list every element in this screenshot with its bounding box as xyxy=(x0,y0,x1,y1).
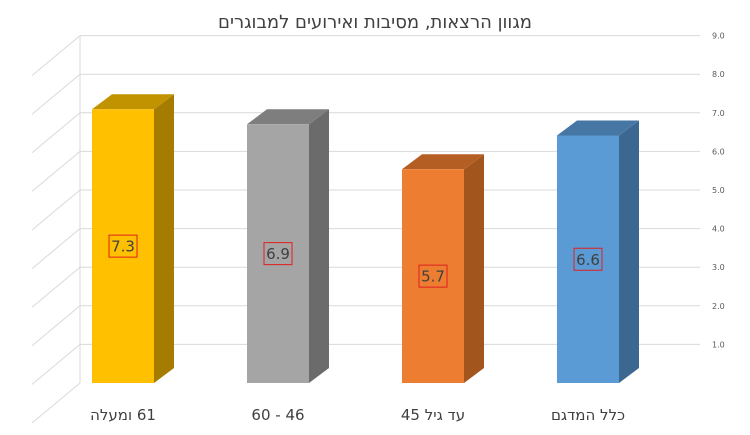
y-tick-label: 3.0 xyxy=(712,263,725,272)
y-tick-label: 5.0 xyxy=(712,186,725,195)
data-label: 7.3 xyxy=(111,238,135,256)
side-gridline xyxy=(31,266,81,308)
side-gridline xyxy=(31,305,81,347)
side-gridline xyxy=(31,228,81,269)
y-tick-label: 1.0 xyxy=(712,340,725,349)
data-label: 5.7 xyxy=(421,268,445,286)
y-tick-label: 7.0 xyxy=(712,109,725,118)
y-tick-label: 4.0 xyxy=(712,225,725,234)
data-label-box xyxy=(573,247,603,271)
side-gridline xyxy=(31,151,81,192)
y-tick-label: 8.0 xyxy=(712,70,725,79)
side-gridline xyxy=(31,189,81,231)
y-tick-label: 9.0 xyxy=(712,32,725,41)
data-label-box xyxy=(108,234,138,258)
bar-side xyxy=(154,94,174,383)
bar xyxy=(92,109,154,383)
bar-side xyxy=(309,109,329,383)
y-tick-label: 6.0 xyxy=(712,147,725,156)
bar-side xyxy=(619,120,639,383)
bar xyxy=(247,124,309,383)
category-label: 61 ומעלה xyxy=(90,406,156,424)
bar-top xyxy=(92,94,174,110)
data-label-box xyxy=(263,242,293,266)
side-gridline xyxy=(31,35,81,76)
bar-top xyxy=(557,120,639,136)
bar-top xyxy=(402,154,484,170)
side-gridline xyxy=(31,382,81,424)
category-label: עד גיל 45 xyxy=(401,406,465,424)
data-label: 6.6 xyxy=(576,251,600,269)
y-tick-label: 2.0 xyxy=(712,302,725,311)
side-gridline xyxy=(31,73,81,115)
bar xyxy=(557,135,619,383)
bar xyxy=(402,169,464,383)
category-label: 46 - 60 xyxy=(251,406,304,424)
side-gridline xyxy=(31,112,81,154)
chart-title: מגוון הרצאות, מסיבות ואירועים למבוגרים xyxy=(218,12,532,33)
data-label-box xyxy=(418,264,448,288)
data-label: 6.9 xyxy=(266,245,290,263)
bar-side xyxy=(464,154,484,383)
side-gridline xyxy=(31,344,81,385)
bar-top xyxy=(247,109,329,125)
category-label: כלל המדגם xyxy=(551,406,625,424)
